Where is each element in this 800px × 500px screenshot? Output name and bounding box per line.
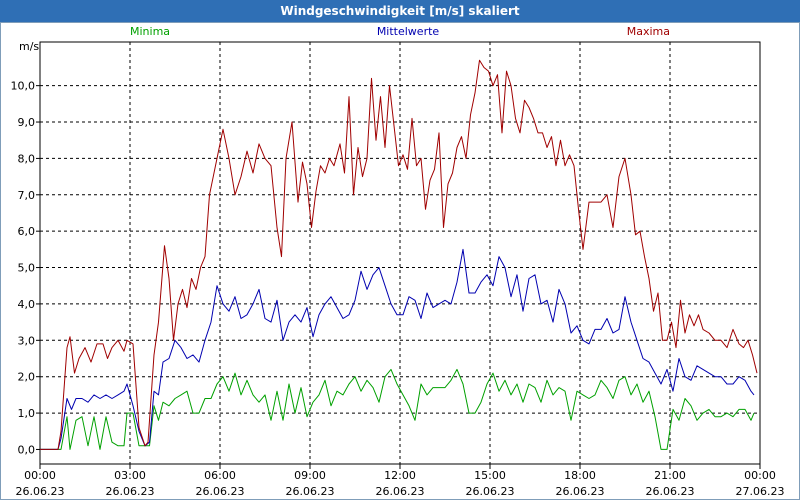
x-tick-date: 26.06.23 (196, 485, 245, 498)
x-tick-time: 00:00 (24, 469, 56, 482)
series-line-minima (40, 368, 755, 450)
wind-speed-chart: m/s Minima Mittelwerte Maxima 0,0 1,0 2,0 3… (0, 22, 800, 500)
y-tick-label: 6,0 (18, 225, 36, 238)
series-line-mittelwerte (40, 248, 755, 450)
y-tick-label: 10,0 (11, 80, 36, 93)
y-tick-label: 3,0 (18, 334, 36, 347)
y-tick-label: 7,0 (18, 189, 36, 202)
plot-border (39, 41, 761, 465)
label-layer: m/s Minima Mittelwerte Maxima 0,0 1,0 2,0 3… (11, 25, 785, 498)
x-tick-time: 18:00 (564, 469, 596, 482)
x-tick-date: 26.06.23 (376, 485, 425, 498)
y-tick-label: 5,0 (18, 262, 36, 275)
x-tick-time: 21:00 (654, 469, 686, 482)
x-tick-date: 26.06.23 (556, 485, 605, 498)
x-tick-time: 12:00 (384, 469, 416, 482)
series-layer (40, 59, 758, 450)
y-tick-label: 1,0 (18, 407, 36, 420)
x-tick-date: 26.06.23 (286, 485, 335, 498)
series-line-maxima (40, 59, 758, 450)
chart-title: Windgeschwindigkeit [m/s] skaliert (280, 4, 520, 18)
y-tick-label: 8,0 (18, 152, 36, 165)
y-tick-label: 9,0 (18, 116, 36, 129)
y-tick-label: 2,0 (18, 371, 36, 384)
x-tick-date: 26.06.23 (106, 485, 155, 498)
chart-title-bar: Windgeschwindigkeit [m/s] skaliert (0, 0, 800, 22)
x-tick-time: 03:00 (114, 469, 146, 482)
y-tick-label: 4,0 (18, 298, 36, 311)
legend-mittelwerte: Mittelwerte (377, 25, 440, 38)
x-tick-time: 06:00 (204, 469, 236, 482)
legend-maxima: Maxima (627, 25, 670, 38)
x-tick-date: 26.06.23 (16, 485, 65, 498)
x-tick-date: 26.06.23 (646, 485, 695, 498)
x-tick-time: 09:00 (294, 469, 326, 482)
x-tick-time: 00:00 (744, 469, 776, 482)
x-tick-date: 27.06.23 (736, 485, 785, 498)
legend-minima: Minima (130, 25, 170, 38)
x-tick-date: 26.06.23 (466, 485, 515, 498)
x-tick-time: 15:00 (474, 469, 506, 482)
y-tick-label: 0,0 (18, 443, 36, 456)
y-axis-unit-label: m/s (19, 40, 39, 53)
